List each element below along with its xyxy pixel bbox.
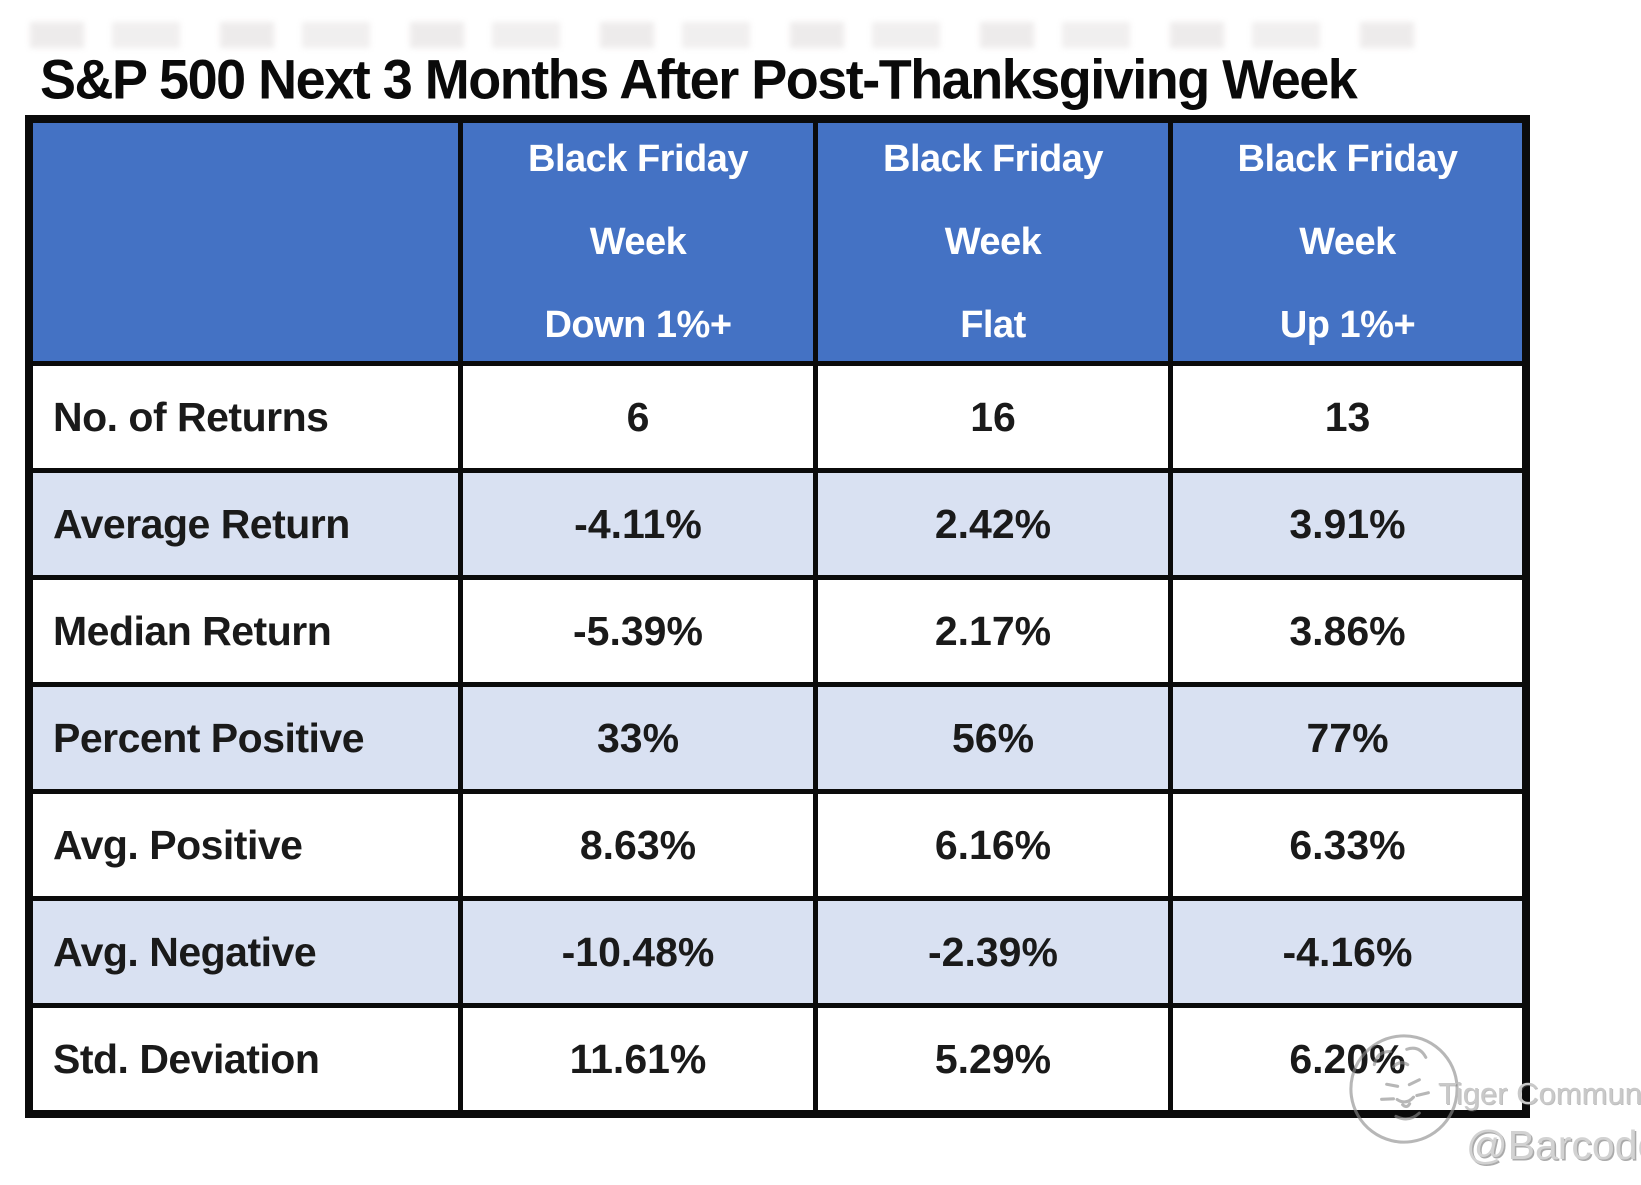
header-line: Week xyxy=(944,220,1042,263)
header-line: Black Friday xyxy=(528,137,749,180)
value-cell: 6.20% xyxy=(1173,1008,1522,1110)
row-label: Average Return xyxy=(33,473,458,575)
ghost-text-artifact xyxy=(30,22,1420,48)
value-cell: -4.11% xyxy=(463,473,813,575)
value-cell: 11.61% xyxy=(463,1008,813,1110)
value-cell: -4.16% xyxy=(1173,901,1522,1003)
value-cell: 2.42% xyxy=(818,473,1168,575)
header-cell-flat-week: Black Friday Week Flat xyxy=(818,123,1168,361)
header-line: Up 1%+ xyxy=(1279,303,1416,346)
value-cell: 6 xyxy=(463,366,813,468)
value-cell: 6.33% xyxy=(1173,794,1522,896)
stats-table: Black Friday Week Down 1%+ Black Friday … xyxy=(25,115,1530,1118)
header-line: Black Friday xyxy=(883,137,1104,180)
value-cell: 3.86% xyxy=(1173,580,1522,682)
page-title: S&P 500 Next 3 Months After Post-Thanksg… xyxy=(40,49,1358,111)
header-cell-down-week: Black Friday Week Down 1%+ xyxy=(463,123,813,361)
watermark-handle-label: @Barcode xyxy=(1466,1122,1641,1168)
row-label: Percent Positive xyxy=(33,687,458,789)
header-line: Black Friday xyxy=(1237,137,1459,180)
value-cell: 77% xyxy=(1173,687,1522,789)
header-line: Down 1%+ xyxy=(544,303,732,346)
value-cell: 3.91% xyxy=(1173,473,1522,575)
header-cell-up-week: Black Friday Week Up 1%+ xyxy=(1173,123,1522,361)
header-corner-cell xyxy=(33,123,458,361)
value-cell: -2.39% xyxy=(818,901,1168,1003)
value-cell: 8.63% xyxy=(463,794,813,896)
header-line: Week xyxy=(1299,220,1396,263)
row-label: Median Return xyxy=(33,580,458,682)
value-cell: 33% xyxy=(463,687,813,789)
value-cell: -5.39% xyxy=(463,580,813,682)
header-line: Week xyxy=(589,220,687,263)
value-cell: 16 xyxy=(818,366,1168,468)
value-cell: 13 xyxy=(1173,366,1522,468)
tiger-logo-icon xyxy=(1349,1034,1459,1144)
value-cell: -10.48% xyxy=(463,901,813,1003)
value-cell: 56% xyxy=(818,687,1168,789)
row-label: Std. Deviation xyxy=(33,1008,458,1110)
header-line: Flat xyxy=(960,303,1026,346)
value-cell: 5.29% xyxy=(818,1008,1168,1110)
row-label: Avg. Negative xyxy=(33,901,458,1003)
row-label: No. of Returns xyxy=(33,366,458,468)
value-cell: 6.16% xyxy=(818,794,1168,896)
value-cell: 2.17% xyxy=(818,580,1168,682)
watermark-community-label: Tiger Community xyxy=(1438,1076,1641,1111)
row-label: Avg. Positive xyxy=(33,794,458,896)
